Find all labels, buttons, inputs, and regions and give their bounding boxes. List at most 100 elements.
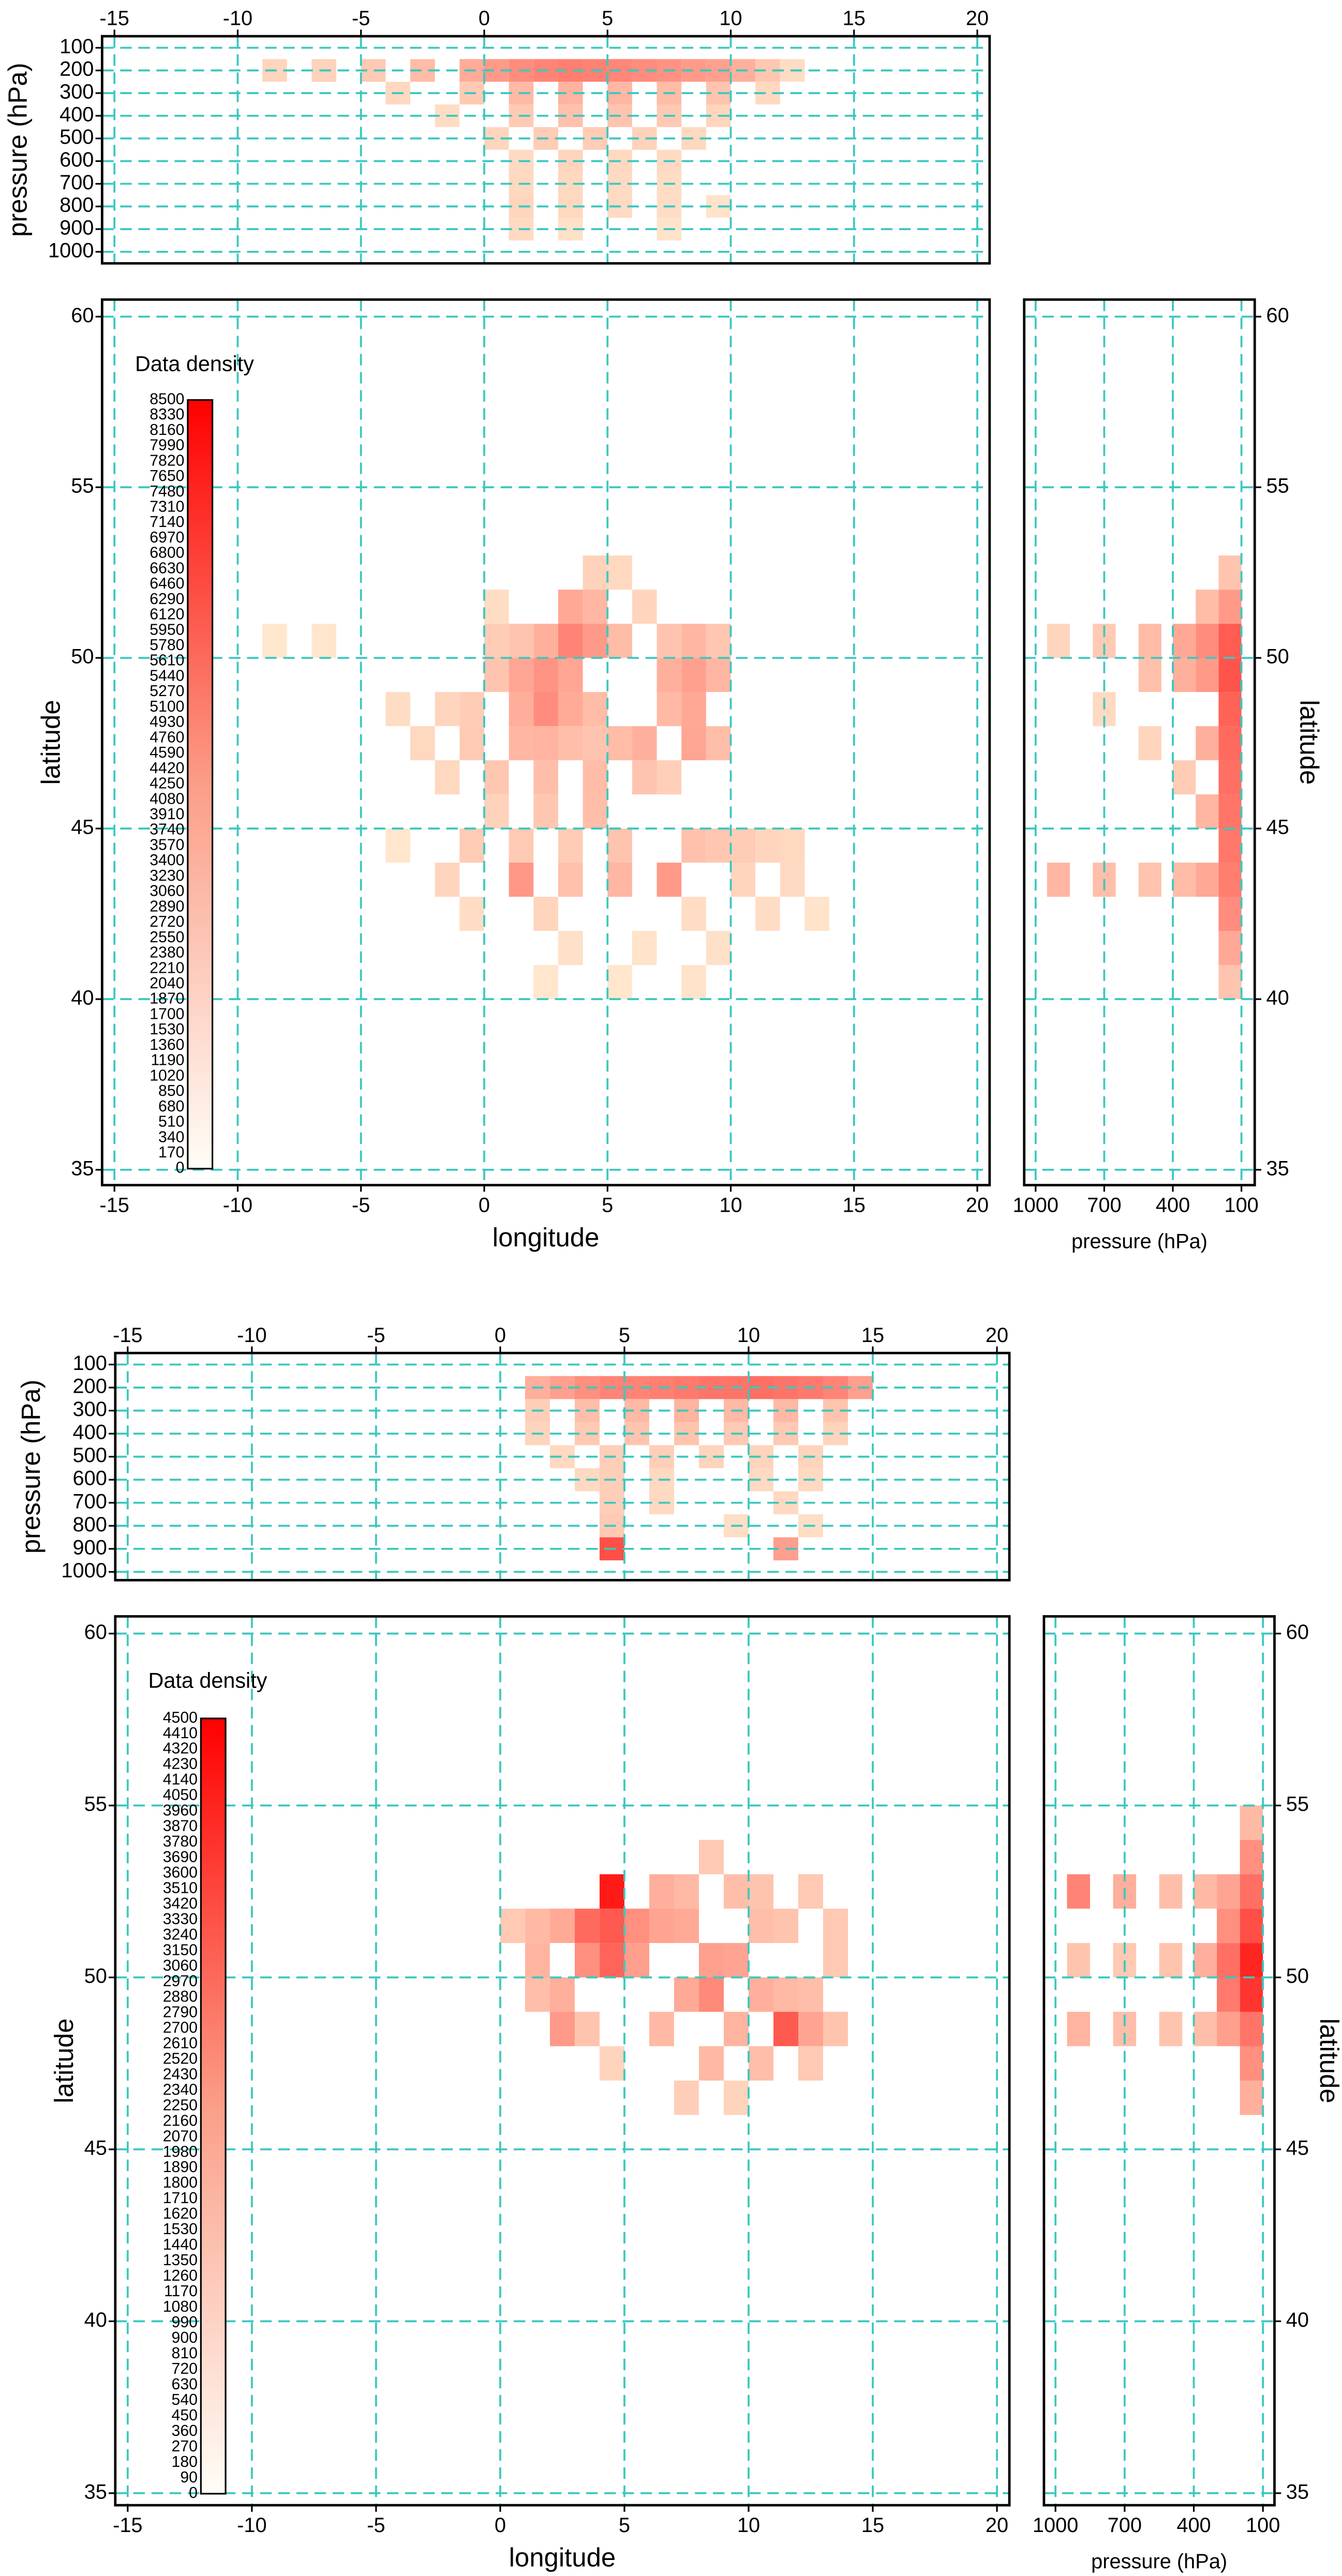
heat-cell <box>583 794 608 829</box>
colorbar-tick-label: 2700 <box>163 2019 198 2036</box>
heat-cell <box>657 863 682 897</box>
plot-frame <box>100 298 991 1186</box>
y-tick-label: 700 <box>73 1490 107 1513</box>
x-tick-label: -5 <box>352 7 370 30</box>
colorbar-tick-label: 1710 <box>163 2190 198 2207</box>
colorbar-tick-label: 1800 <box>163 2174 198 2191</box>
colorbar-title: Data density <box>135 352 254 375</box>
colorbar-tick-label: 2040 <box>150 975 184 992</box>
colorbar-tick-label: 170 <box>158 1144 184 1161</box>
heat-cell <box>798 1874 824 1909</box>
heat-cell <box>755 828 780 863</box>
colorbar-tick-label: 1190 <box>151 1052 185 1069</box>
y-axis-label: pressure (hPa) <box>16 1379 46 1554</box>
heat-cell <box>549 2012 575 2046</box>
x-tick-label: 5 <box>602 7 613 30</box>
heat-cell <box>574 1908 600 1944</box>
heat-cell <box>558 658 583 692</box>
colorbar-tick-label: 1980 <box>163 2143 198 2160</box>
heat-cell <box>624 1908 649 1944</box>
heat-cell <box>1217 1977 1240 2012</box>
colorbar-tick-label: 6120 <box>150 606 184 623</box>
colorbar-tick-label: 1530 <box>150 1021 184 1038</box>
colorbar-tick-label: 7650 <box>150 468 184 485</box>
heat-cell <box>1218 965 1242 999</box>
x-tick-label: 400 <box>1156 1194 1190 1216</box>
colorbar-tick-label: 3510 <box>163 1880 198 1897</box>
heat-cell <box>1217 1874 1240 1909</box>
heat-cell <box>798 2046 824 2081</box>
heat-cell <box>1240 1840 1263 1875</box>
colorbar-tick-label: 7480 <box>150 483 184 500</box>
panel: -15 -10 -5 0 5 10 15 20 100200300400500600700800… <box>3 7 991 265</box>
colorbar-tick-label: 810 <box>172 2345 198 2362</box>
y-tick-label: 40 <box>71 986 94 1009</box>
heat-cell <box>1240 1977 1263 2012</box>
heat-cell <box>459 692 484 727</box>
colorbar-tick-label: 2720 <box>150 913 184 930</box>
heat-cell <box>1067 1943 1091 1978</box>
x-tick-label: -10 <box>223 7 252 30</box>
y-tick-label: 50 <box>84 1965 107 1987</box>
heat-cell <box>723 2012 749 2046</box>
y-tick-label: 60 <box>71 304 94 327</box>
colorbar-tick-label: 5270 <box>150 683 184 700</box>
heat-cell <box>1159 2012 1183 2046</box>
colorbar-tick-label: 850 <box>158 1082 184 1099</box>
heat-cell <box>533 692 558 727</box>
y-tick-label: 40 <box>1286 2309 1309 2331</box>
x-tick-label: 700 <box>1108 2514 1142 2537</box>
y-tick-label: 35 <box>1266 1157 1289 1180</box>
colorbar-tick-label: 1700 <box>150 1005 184 1022</box>
heat-cell <box>657 658 682 692</box>
y-tick-label: 50 <box>71 645 94 668</box>
x-tick-label: 10 <box>737 1324 760 1347</box>
heat-cell <box>1240 2046 1263 2081</box>
colorbar-tick-label: 7140 <box>150 514 184 531</box>
colorbar-tick-label: 450 <box>172 2407 198 2424</box>
heat-cell <box>723 1874 749 1909</box>
heat-cell <box>748 2046 773 2081</box>
colorbar-tick-label: 1080 <box>163 2298 198 2315</box>
heat-cell <box>558 726 583 761</box>
colorbar-tick-label: 3600 <box>163 1864 198 1881</box>
x-tick-label: 0 <box>495 1324 506 1347</box>
x-tick-label: 100 <box>1224 1194 1258 1216</box>
heat-cell <box>632 930 657 965</box>
colorbar-tick-label: 3230 <box>150 867 184 884</box>
x-tick-label: 5 <box>602 1194 613 1216</box>
heat-cell <box>1138 658 1161 692</box>
heat-cell <box>748 1908 773 1944</box>
colorbar-tick-label: 5100 <box>150 698 184 715</box>
heat-cell <box>583 726 608 761</box>
heat-cell <box>583 624 608 658</box>
heat-cell <box>1194 1874 1217 1909</box>
heat-cell <box>1138 624 1161 658</box>
colorbar-tick-label: 7310 <box>150 498 184 515</box>
x-tick-label: 20 <box>986 1324 1008 1347</box>
heat-cell <box>706 624 731 658</box>
heat-cell <box>1196 590 1219 624</box>
y-tick-label: 40 <box>1266 986 1289 1009</box>
heat-cell <box>1218 897 1242 931</box>
colorbar-tick-label: 3570 <box>150 836 184 853</box>
x-tick-label: 10 <box>737 2514 760 2537</box>
heat-cell <box>607 726 632 761</box>
x-tick-label: 1000 <box>1013 1194 1058 1216</box>
heat-cell <box>484 658 509 692</box>
y-tick-label: 55 <box>1266 475 1289 498</box>
heat-cell <box>484 624 509 658</box>
x-tick-label: -15 <box>113 2514 142 2537</box>
heat-cell <box>698 1943 724 1978</box>
heat-cell <box>583 555 608 590</box>
heat-cell <box>624 1943 649 1978</box>
y-axis-label: latitude <box>49 2018 79 2103</box>
heat-cell <box>1194 1943 1217 1978</box>
heat-cell <box>1067 2012 1091 2046</box>
colorbar-tick-label: 5950 <box>150 621 184 638</box>
y-tick-label: 50 <box>1286 1965 1309 1987</box>
colorbar-tick-label: 8330 <box>150 406 184 423</box>
heat-cell <box>509 863 534 897</box>
